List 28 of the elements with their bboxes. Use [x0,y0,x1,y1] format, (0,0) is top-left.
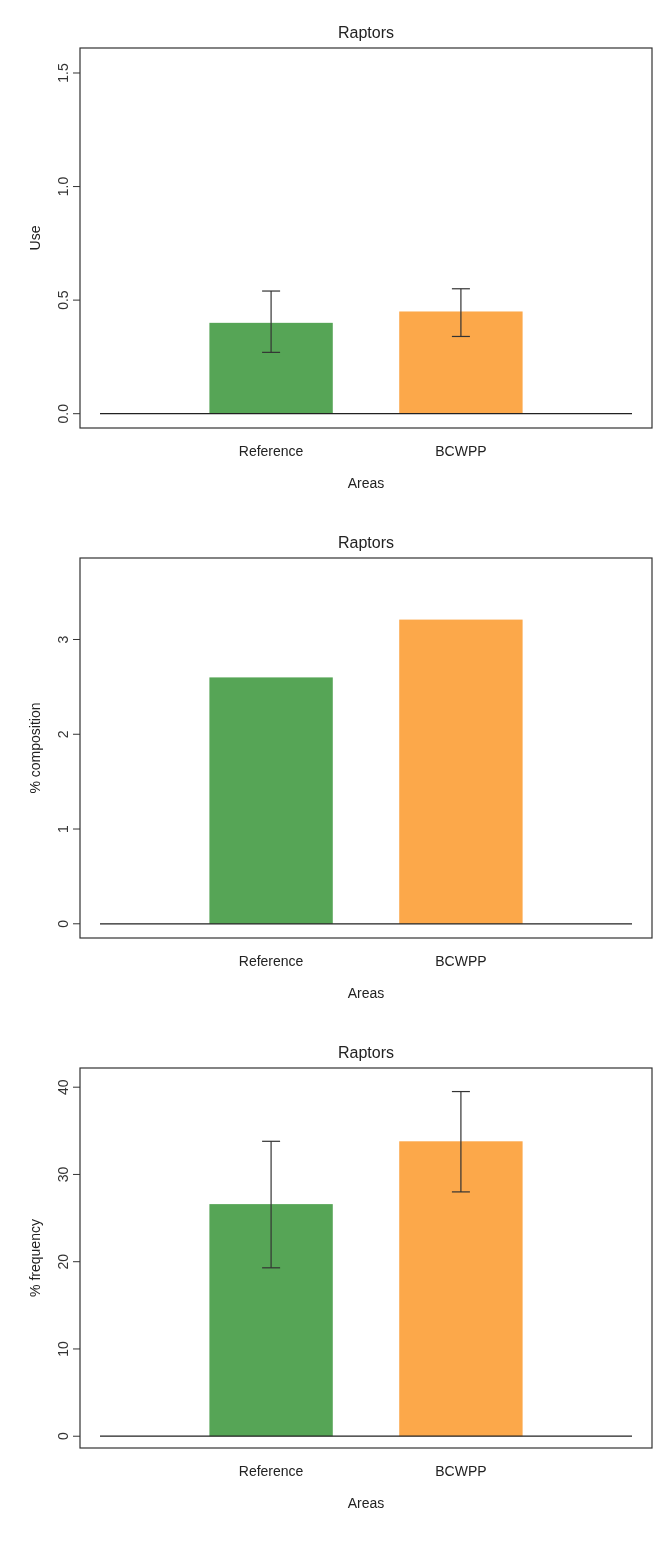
y-tick-label: 40 [55,1079,71,1095]
y-tick-label: 1.5 [55,63,71,83]
y-axis-title: Use [27,225,43,251]
y-tick-label: 3 [55,635,71,644]
x-tick-label: BCWPP [435,1463,487,1479]
chart-title: Raptors [337,24,395,41]
y-tick-label: 20 [55,1253,71,1270]
x-tick-label: BCWPP [435,953,487,969]
y-axis-title: % composition [27,702,43,794]
chart-title: Raptors [337,534,395,551]
y-tick-label: 0.5 [55,290,71,310]
x-tick-label: Reference [238,953,304,969]
x-tick-label: BCWPP [435,443,487,459]
x-axis-title: Areas [347,1495,385,1511]
y-tick-label: 1 [55,824,71,833]
y-tick-label: 30 [55,1166,71,1183]
y-tick-label: 0 [55,919,71,928]
y-tick-label: 0 [55,1432,71,1441]
x-tick-label: Reference [238,443,304,459]
y-tick-label: 1.0 [55,176,71,197]
y-axis-title: % frequency [27,1219,43,1297]
y-tick-label: 10 [55,1340,71,1357]
y-tick-label: 2 [55,730,71,739]
x-axis-title: Areas [347,985,385,1001]
y-tick-label: 0.0 [55,403,71,424]
x-axis-title: Areas [347,475,385,491]
x-tick-label: Reference [238,1463,304,1479]
chart-title: Raptors [337,1044,395,1061]
